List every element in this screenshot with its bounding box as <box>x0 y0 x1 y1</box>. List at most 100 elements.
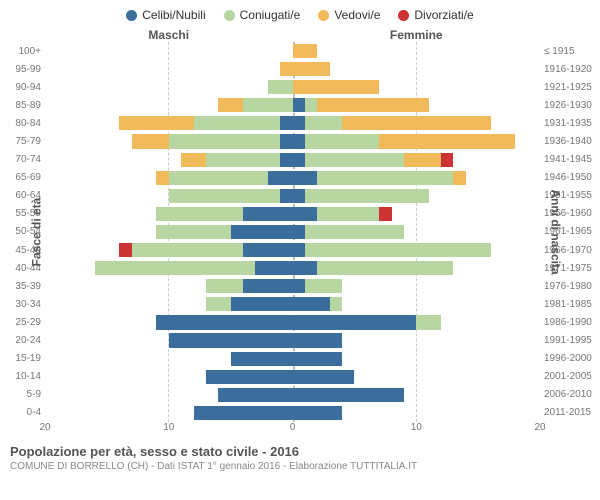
birth-year-label: 1991-1995 <box>540 332 600 350</box>
y-axis-left-label: Fasce di età <box>29 198 43 267</box>
bar-segment-con <box>305 243 491 257</box>
bar-row <box>293 78 541 96</box>
birth-year-label: 1996-2000 <box>540 350 600 368</box>
bar-row <box>293 295 541 313</box>
birth-year-label: 1986-1990 <box>540 313 600 331</box>
bar-segment-cel <box>280 116 292 130</box>
bar-segment-ved <box>293 44 318 58</box>
bar-segment-con <box>317 207 379 221</box>
age-group-label: 95-99 <box>0 60 45 78</box>
bar-row <box>45 42 293 60</box>
birth-year-label: 1916-1920 <box>540 60 600 78</box>
age-group-label: 65-69 <box>0 169 45 187</box>
bar-segment-ved <box>293 62 330 76</box>
bar-segment-con <box>243 98 293 112</box>
bar-segment-cel <box>293 207 318 221</box>
bar-row <box>293 368 541 386</box>
bar-row <box>293 241 541 259</box>
bar-segment-con <box>169 171 268 185</box>
bar-segment-con <box>305 279 342 293</box>
bar-row <box>45 332 293 350</box>
title-block: Popolazione per età, sesso e stato civil… <box>0 440 600 472</box>
bar-row <box>293 169 541 187</box>
bar-row <box>293 151 541 169</box>
bar-segment-cel <box>293 225 305 239</box>
bar-segment-con <box>330 297 342 311</box>
bar-segment-cel <box>280 189 292 203</box>
bar-row <box>293 313 541 331</box>
legend: Celibi/NubiliConiugati/eVedovi/eDivorzia… <box>0 0 600 28</box>
bar-row <box>45 404 293 422</box>
bar-segment-con <box>305 153 404 167</box>
bar-segment-con <box>305 98 317 112</box>
bar-row <box>45 350 293 368</box>
male-header: Maschi <box>45 28 293 42</box>
bar-segment-cel <box>206 370 293 384</box>
bar-row <box>45 223 293 241</box>
bar-segment-cel <box>231 352 293 366</box>
legend-item: Divorziati/e <box>398 8 473 22</box>
plot-area: Fasce di età Anni di nascita 100+95-9990… <box>0 42 600 422</box>
column-headers: Maschi Femmine <box>0 28 600 42</box>
legend-item: Celibi/Nubili <box>126 8 205 22</box>
bar-segment-con <box>156 207 243 221</box>
age-group-label: 15-19 <box>0 350 45 368</box>
age-group-label: 0-4 <box>0 404 45 422</box>
x-tick-label: 20 <box>534 422 545 433</box>
bar-segment-cel <box>231 297 293 311</box>
bar-segment-cel <box>293 352 343 366</box>
bar-segment-con <box>305 134 379 148</box>
x-axis: 20100 1020 <box>0 422 600 440</box>
age-group-label: 85-89 <box>0 96 45 114</box>
bar-segment-cel <box>169 333 293 347</box>
bar-segment-con <box>206 153 280 167</box>
birth-year-label: 2011-2015 <box>540 404 600 422</box>
age-group-label: 90-94 <box>0 78 45 96</box>
bar-segment-ved <box>379 134 515 148</box>
bar-segment-con <box>194 116 281 130</box>
birth-year-label: 1931-1935 <box>540 114 600 132</box>
bar-segment-con <box>317 261 453 275</box>
bar-segment-cel <box>194 406 293 420</box>
chart-title: Popolazione per età, sesso e stato civil… <box>10 444 592 459</box>
bar-segment-con <box>206 297 231 311</box>
bar-segment-ved <box>317 98 428 112</box>
chart-container: Celibi/NubiliConiugati/eVedovi/eDivorzia… <box>0 0 600 500</box>
birth-year-label: 1936-1940 <box>540 132 600 150</box>
bar-row <box>293 132 541 150</box>
bar-row <box>45 96 293 114</box>
y-axis-right-label: Anni di nascita <box>548 189 562 274</box>
bar-segment-ved <box>156 171 168 185</box>
bar-segment-cel <box>231 225 293 239</box>
bar-segment-cel <box>293 388 404 402</box>
bar-segment-con <box>305 189 429 203</box>
female-header: Femmine <box>293 28 541 42</box>
age-group-label: 25-29 <box>0 313 45 331</box>
bar-segment-ved <box>132 134 169 148</box>
age-group-label: 80-84 <box>0 114 45 132</box>
bar-segment-con <box>156 225 230 239</box>
bar-segment-cel <box>156 315 292 329</box>
bar-row <box>45 277 293 295</box>
bar-segment-ved <box>280 62 292 76</box>
x-tick-label: 10 <box>411 422 422 433</box>
bar-segment-cel <box>280 134 292 148</box>
bar-segment-cel <box>293 171 318 185</box>
bar-row <box>45 78 293 96</box>
bar-row <box>45 368 293 386</box>
birth-year-label: 2001-2005 <box>540 368 600 386</box>
chart-subtitle: COMUNE DI BORRELLO (CH) - Dati ISTAT 1° … <box>10 461 592 472</box>
bar-row <box>293 205 541 223</box>
bar-segment-con <box>305 116 342 130</box>
birth-year-label: 1926-1930 <box>540 96 600 114</box>
bar-row <box>293 187 541 205</box>
bar-row <box>45 259 293 277</box>
birth-year-label: 1976-1980 <box>540 277 600 295</box>
male-bars <box>45 42 293 422</box>
bar-segment-cel <box>293 189 305 203</box>
birth-year-label: 1941-1945 <box>540 151 600 169</box>
age-group-label: 75-79 <box>0 132 45 150</box>
female-bars <box>293 42 541 422</box>
age-group-label: 100+ <box>0 42 45 60</box>
birth-year-label: 1946-1950 <box>540 169 600 187</box>
